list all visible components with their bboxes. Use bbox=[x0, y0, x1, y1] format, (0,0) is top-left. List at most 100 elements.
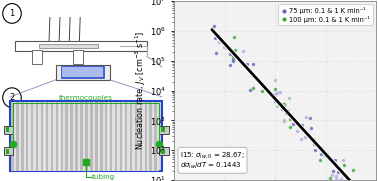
Bar bbox=[78, 102, 80, 171]
Point bbox=[341, 164, 347, 167]
Bar bbox=[161, 127, 165, 132]
Bar bbox=[115, 102, 117, 171]
Text: 2: 2 bbox=[9, 93, 15, 102]
Point bbox=[340, 173, 346, 176]
Bar bbox=[135, 102, 137, 171]
Point bbox=[338, 177, 344, 180]
Bar bbox=[139, 102, 142, 171]
Bar bbox=[38, 102, 41, 171]
Bar bbox=[112, 102, 115, 171]
Bar bbox=[11, 102, 14, 171]
Bar bbox=[95, 102, 98, 171]
Point bbox=[212, 37, 218, 40]
Bar bbox=[88, 102, 90, 171]
Point bbox=[274, 99, 280, 102]
Point bbox=[311, 143, 317, 146]
Bar bbox=[100, 102, 102, 171]
Bar bbox=[32, 50, 42, 64]
Bar bbox=[16, 102, 19, 171]
Bar bbox=[149, 102, 152, 171]
Bar bbox=[58, 102, 60, 171]
FancyBboxPatch shape bbox=[62, 67, 104, 78]
Point bbox=[281, 102, 287, 105]
Bar bbox=[83, 102, 85, 171]
Bar bbox=[36, 102, 38, 171]
Point bbox=[333, 178, 339, 180]
FancyBboxPatch shape bbox=[160, 126, 169, 134]
Point bbox=[290, 122, 296, 125]
Bar bbox=[73, 102, 75, 171]
Point bbox=[231, 58, 237, 61]
Point bbox=[209, 27, 215, 30]
Bar bbox=[63, 102, 65, 171]
Point bbox=[277, 91, 283, 94]
Point bbox=[271, 88, 277, 91]
Point bbox=[279, 103, 285, 106]
Point bbox=[211, 25, 217, 28]
Bar bbox=[60, 102, 63, 171]
Point bbox=[225, 46, 231, 49]
Bar bbox=[137, 102, 139, 171]
Point bbox=[259, 90, 265, 92]
Point bbox=[312, 149, 318, 152]
Point bbox=[231, 35, 237, 38]
Point bbox=[250, 62, 256, 65]
Point bbox=[330, 170, 336, 173]
Bar bbox=[130, 102, 132, 171]
Bar bbox=[53, 102, 56, 171]
Bar bbox=[161, 149, 165, 153]
Point bbox=[302, 135, 308, 138]
Bar bbox=[93, 102, 95, 171]
Bar bbox=[28, 102, 31, 171]
Bar bbox=[68, 102, 70, 171]
Bar bbox=[122, 102, 125, 171]
Point bbox=[286, 96, 292, 99]
Point bbox=[299, 124, 305, 127]
Bar bbox=[39, 44, 98, 48]
Bar bbox=[6, 127, 9, 132]
Bar bbox=[56, 102, 58, 171]
Point bbox=[311, 140, 317, 143]
Bar bbox=[23, 102, 26, 171]
Point bbox=[227, 63, 233, 66]
Bar bbox=[147, 102, 149, 171]
Point bbox=[287, 117, 293, 120]
Point bbox=[322, 155, 328, 157]
Point bbox=[272, 100, 278, 103]
Point bbox=[287, 126, 293, 129]
Point bbox=[272, 93, 278, 96]
Point bbox=[318, 153, 324, 155]
Bar bbox=[120, 102, 122, 171]
Point bbox=[343, 173, 349, 176]
Point bbox=[250, 74, 256, 77]
Point bbox=[316, 159, 322, 162]
Bar bbox=[102, 102, 105, 171]
Bar bbox=[51, 102, 53, 171]
Text: I15: $\sigma_{iw,0}$ = 28.67;
$d\sigma_{iw}$/$dT$ = 0.1443: I15: $\sigma_{iw,0}$ = 28.67; $d\sigma_{… bbox=[180, 150, 245, 171]
Bar bbox=[65, 102, 68, 171]
Point bbox=[222, 46, 228, 49]
Bar bbox=[26, 102, 28, 171]
Bar bbox=[41, 102, 43, 171]
Y-axis label: Nucleation rate, $J_V$ [cm$^{-3}$ s$^{-1}$]: Nucleation rate, $J_V$ [cm$^{-3}$ s$^{-1… bbox=[134, 31, 148, 150]
Point bbox=[298, 137, 304, 140]
Bar bbox=[90, 102, 93, 171]
Point bbox=[249, 87, 256, 89]
Point bbox=[248, 71, 254, 74]
Point bbox=[294, 122, 300, 125]
Bar bbox=[142, 102, 144, 171]
Bar bbox=[31, 102, 33, 171]
Bar bbox=[98, 102, 100, 171]
Point bbox=[303, 116, 309, 119]
Bar bbox=[73, 50, 83, 64]
Point bbox=[329, 174, 335, 177]
FancyBboxPatch shape bbox=[56, 64, 110, 80]
Point bbox=[272, 79, 278, 81]
Point bbox=[240, 50, 246, 53]
Legend: 75 μm: 0.1 & 1 K min⁻¹, 100 μm: 0.1 & 1 K min⁻¹: 75 μm: 0.1 & 1 K min⁻¹, 100 μm: 0.1 & 1 … bbox=[278, 4, 373, 25]
Bar bbox=[155, 102, 157, 171]
Point bbox=[324, 153, 330, 156]
Point bbox=[294, 130, 300, 133]
Point bbox=[281, 119, 287, 122]
Bar bbox=[157, 102, 160, 171]
